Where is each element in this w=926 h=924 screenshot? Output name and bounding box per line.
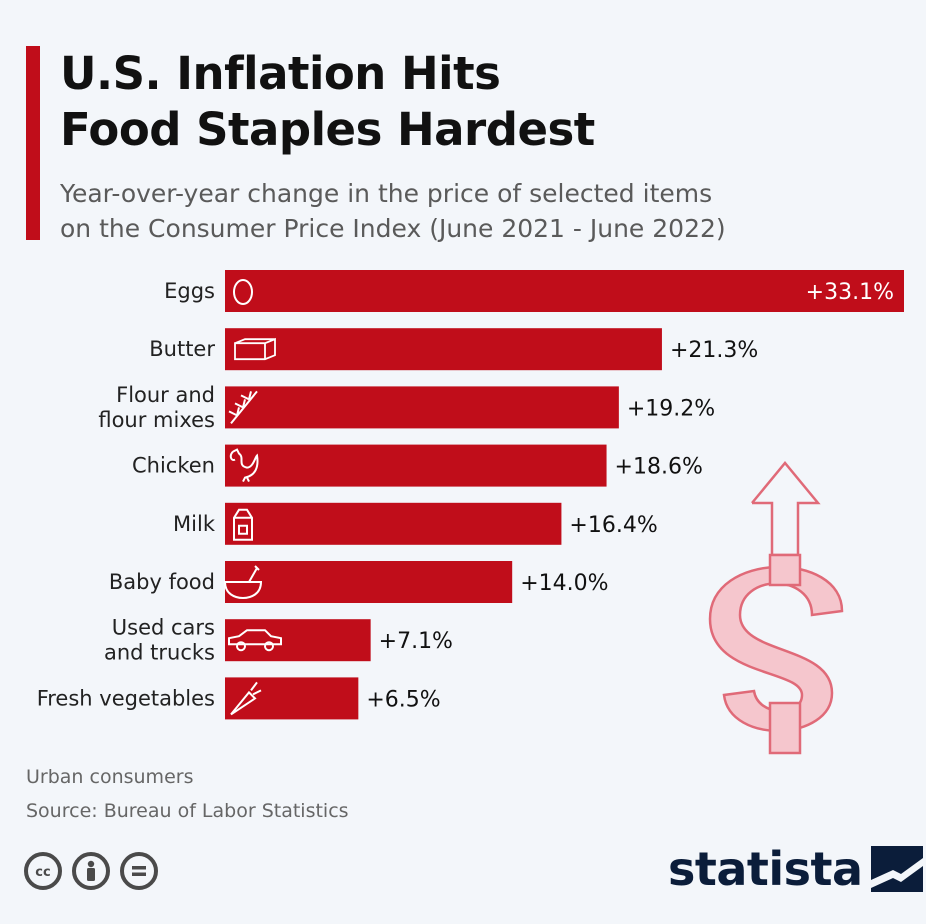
- value-label: +21.3%: [670, 338, 758, 363]
- svg-text:cc: cc: [35, 865, 50, 880]
- baby-food-bowl-icon: [223, 565, 263, 600]
- category-label: Used cars and trucks: [104, 616, 215, 665]
- brand-name: statista: [668, 842, 863, 896]
- attribution-icon[interactable]: [72, 852, 110, 890]
- value-label: +19.2%: [627, 396, 715, 421]
- chicken-icon: [229, 448, 259, 483]
- creative-commons-icon[interactable]: cc: [24, 852, 62, 890]
- category-label: Chicken: [132, 454, 215, 478]
- bar-5: [225, 561, 513, 603]
- bar-6: [225, 619, 371, 662]
- accent-bar: [26, 46, 40, 240]
- bar-0: [225, 270, 904, 312]
- category-label: Milk: [173, 512, 216, 536]
- value-label: +6.5%: [366, 687, 440, 712]
- category-label: Eggs: [164, 279, 215, 303]
- value-label: +16.4%: [569, 513, 657, 538]
- dollar-arrow-illustration: [708, 461, 844, 755]
- wheat-icon: [228, 390, 258, 425]
- bar-4: [225, 502, 562, 545]
- category-label: Baby food: [109, 570, 215, 594]
- category-label: Fresh vegetables: [37, 686, 215, 710]
- carrot-icon: [230, 681, 262, 716]
- milk-carton-icon: [233, 508, 253, 541]
- chart-note: Urban consumers: [26, 766, 194, 788]
- statista-logo-icon: [870, 846, 923, 892]
- page-subtitle: Year-over-year change in the price of se…: [60, 179, 726, 243]
- bar-7: [225, 677, 359, 720]
- statista-logo[interactable]: statista: [668, 842, 923, 896]
- value-label: +18.6%: [615, 455, 703, 480]
- egg-icon: [233, 279, 253, 305]
- page-title: U.S. Inflation Hits Food Staples Hardest: [60, 47, 595, 156]
- value-label: +14.0%: [520, 571, 608, 596]
- bar-2: [225, 386, 619, 429]
- value-label: +33.1%: [806, 280, 894, 305]
- bar-1: [225, 328, 662, 371]
- butter-icon: [234, 337, 276, 361]
- chart-source: Source: Bureau of Labor Statistics: [26, 800, 349, 822]
- category-label: Butter: [149, 337, 215, 361]
- car-icon: [228, 629, 282, 652]
- category-label: Flour and flour mixes: [98, 383, 215, 432]
- bar-chart: Eggs +33.1% Butter +21.3% Flour and flour mix…: [37, 270, 904, 720]
- value-label: +7.1%: [379, 629, 453, 654]
- no-derivatives-icon[interactable]: [120, 852, 158, 890]
- bar-3: [225, 444, 607, 487]
- license-icons: cc: [24, 852, 158, 890]
